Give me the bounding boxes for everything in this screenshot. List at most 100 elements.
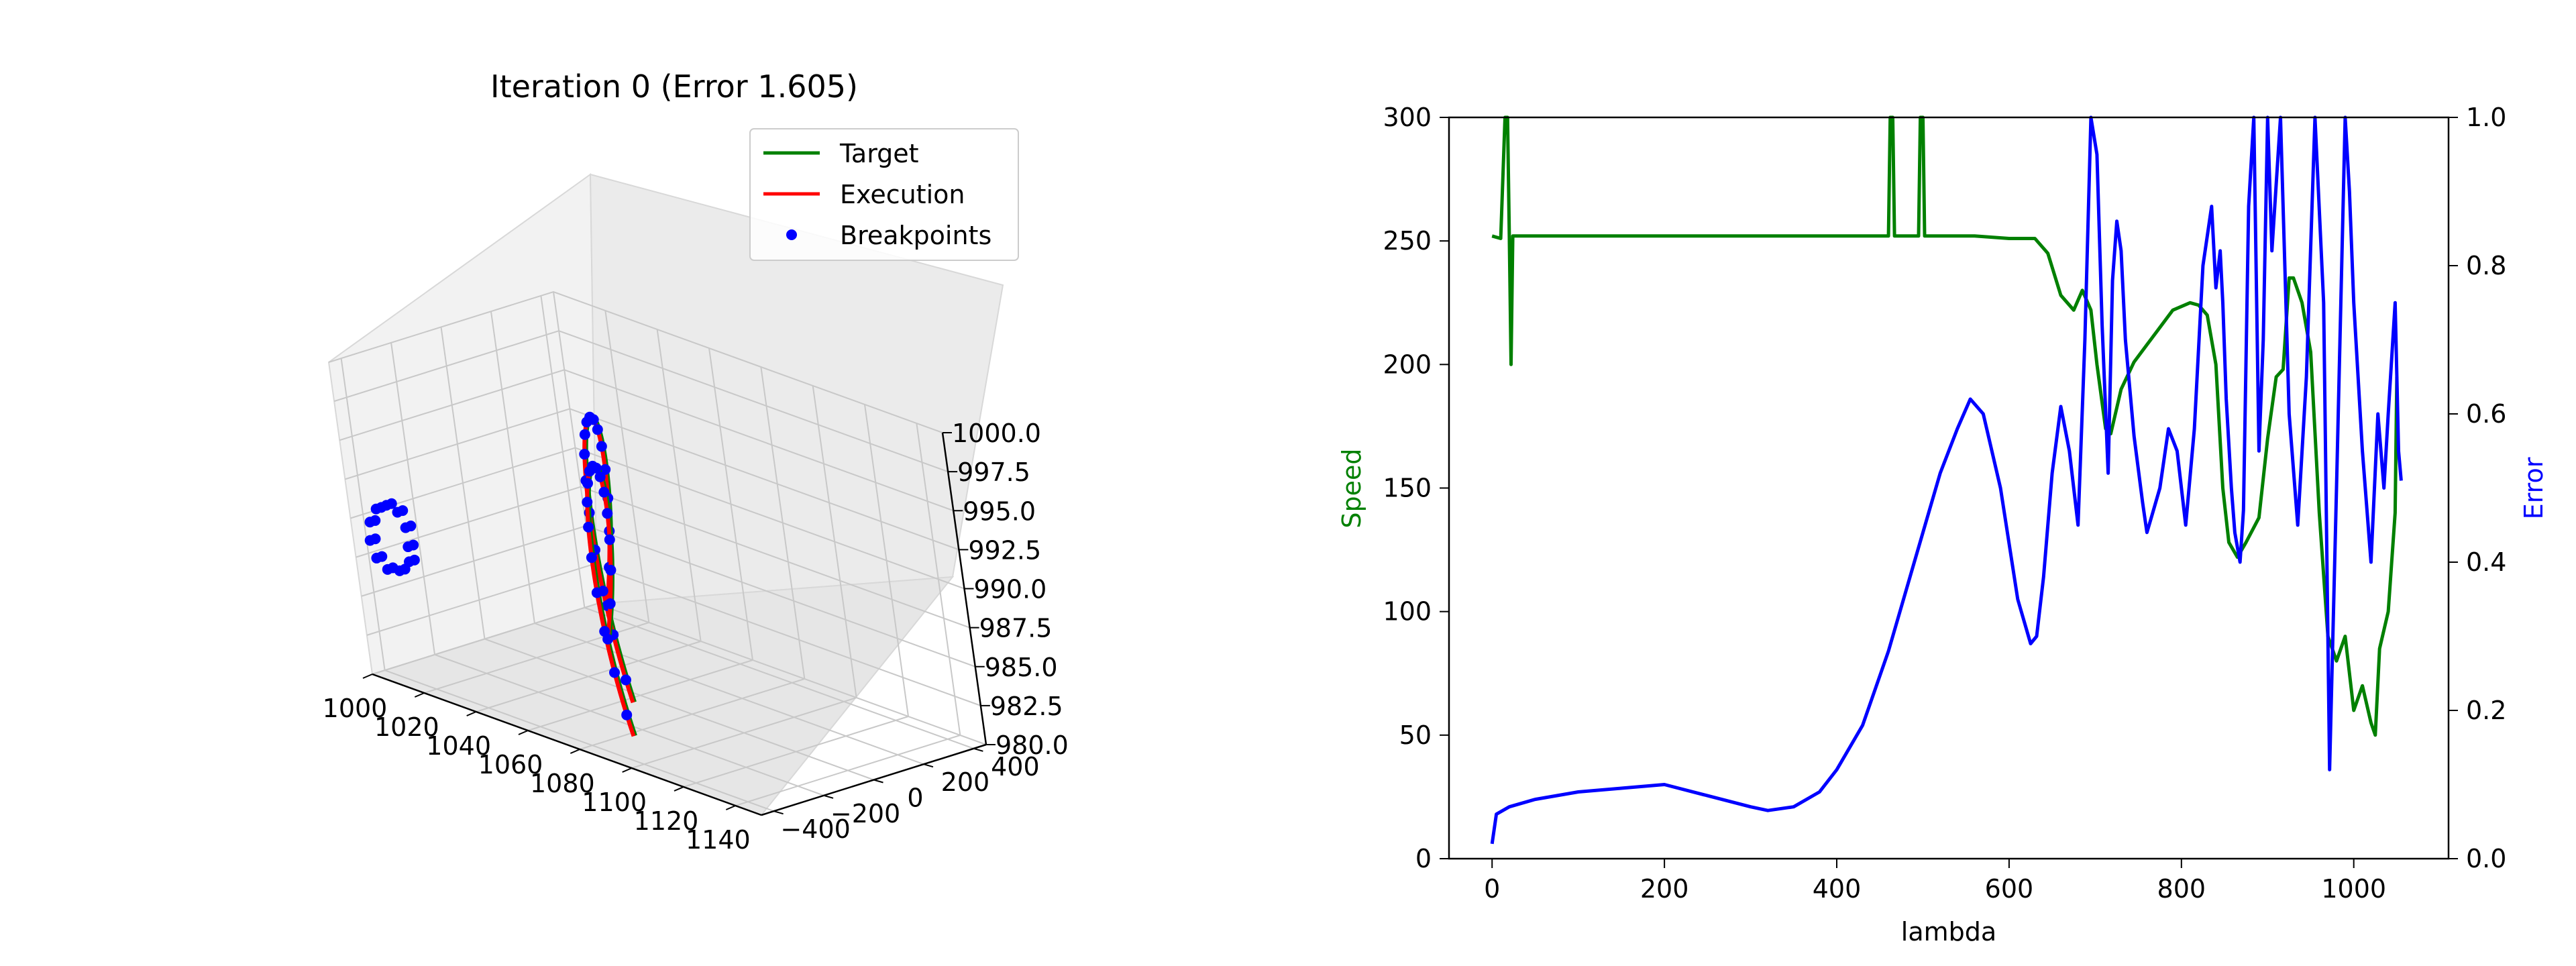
breakpoint-marker	[591, 587, 602, 598]
breakpoint-marker	[602, 508, 613, 519]
z-tick-label: 987.5	[979, 614, 1053, 643]
series-3d	[364, 411, 637, 737]
y-right-tick-label: 0.2	[2466, 696, 2506, 725]
x-tick-label: 0	[1484, 874, 1500, 904]
breakpoint-marker	[387, 562, 398, 574]
y-right-tick-label: 1.0	[2466, 103, 2506, 132]
y-tick-label: −400	[780, 814, 850, 844]
z-tick-label: 997.5	[957, 458, 1030, 487]
x-tick-label: 1100	[582, 788, 647, 817]
breakpoint-marker	[376, 551, 388, 562]
x-tick-label: 1060	[478, 750, 543, 780]
x-tick-label: 600	[1985, 874, 2034, 904]
z-tick-label: 990.0	[974, 575, 1047, 604]
x-tick-label: 1120	[634, 806, 699, 836]
ticks-2d: 0 200 400 600 800 1000 0 50 100 150 200 250 300 0.0 0.…	[1383, 103, 2506, 904]
breakpoint-marker	[594, 471, 606, 482]
grid-line-z	[350, 447, 965, 590]
breakpoint-marker	[604, 534, 615, 545]
breakpoint-marker	[370, 515, 381, 526]
y-tick	[823, 794, 834, 799]
x-tick-label: 1080	[530, 769, 595, 798]
plot-area-2d	[1490, 115, 2403, 845]
x-tick-label: 200	[1640, 874, 1689, 904]
breakpoint-marker	[399, 564, 411, 575]
breakpoint-marker	[604, 598, 616, 609]
speed-series-line	[1491, 115, 2399, 737]
x-tick	[570, 749, 580, 754]
x-axis-line	[372, 673, 762, 816]
breakpoint-marker	[405, 521, 417, 532]
grid-line-z	[356, 486, 970, 629]
z-tick-label: 980.0	[996, 731, 1069, 760]
y-right-tick-label: 0.8	[2466, 251, 2506, 280]
breakpoint-marker	[386, 498, 397, 509]
y-right-tick-label: 0.4	[2466, 547, 2506, 577]
breakpoint-marker	[408, 539, 419, 551]
y-right-tick-label: 0.0	[2466, 844, 2506, 873]
y-tick-label: 400	[991, 752, 1040, 782]
z-tick-label: 992.5	[968, 535, 1041, 565]
y-tick	[873, 779, 883, 784]
breakpoint-marker	[620, 674, 631, 686]
error-series-line	[1490, 115, 2403, 845]
legend-box	[749, 128, 1019, 261]
y-axis-left-label: Speed	[1337, 448, 1366, 528]
x-tick	[362, 674, 373, 679]
breakpoint-marker	[584, 466, 595, 477]
x-tick	[725, 805, 736, 810]
y-tick-label: 0	[907, 784, 923, 813]
legend-breakpoints-marker	[786, 229, 797, 240]
breakpoint-marker	[605, 564, 616, 576]
y-left-tick-label: 50	[1399, 720, 1432, 750]
legend-execution-label: Execution	[840, 180, 965, 209]
grid-line-z	[339, 369, 954, 512]
grid-line-z	[328, 290, 943, 433]
z-tick-label: 982.5	[990, 692, 1063, 721]
grid-line-z	[333, 330, 949, 473]
x-tick-label: 1000	[2321, 874, 2386, 904]
chart-3d: 100010201040106010801100112011404002000−…	[323, 68, 1069, 855]
breakpoint-marker	[376, 502, 387, 513]
x-tick	[466, 711, 477, 716]
x-tick	[622, 767, 633, 773]
legend-target-label: Target	[839, 139, 919, 168]
y-left-tick-label: 200	[1383, 350, 1432, 379]
y-tick	[973, 747, 983, 752]
y-tick	[773, 810, 784, 815]
x-tick-label: 800	[2157, 874, 2206, 904]
z-tick-label: 985.0	[985, 653, 1058, 682]
x-tick-label: 1020	[374, 712, 439, 742]
breakpoint-marker	[598, 486, 610, 498]
breakpoint-marker	[581, 417, 592, 428]
x-tick-label: 1140	[686, 825, 751, 855]
breakpoint-marker	[579, 449, 590, 460]
y-axis-right-label: Error	[2519, 457, 2548, 519]
grid-3d	[328, 290, 987, 812]
y-left-tick-label: 250	[1383, 226, 1432, 256]
breakpoint-marker	[370, 533, 381, 545]
breakpoint-marker	[579, 429, 590, 440]
z-tick-label: 995.0	[963, 496, 1036, 526]
legend-3d: Target Execution Breakpoints	[749, 128, 1019, 261]
breakpoint-marker	[621, 709, 633, 720]
y-tick	[923, 763, 934, 768]
grid-line-z	[345, 408, 959, 551]
axes-3d: 100010201040106010801100112011404002000−…	[323, 419, 1069, 855]
legend-breakpoints-label: Breakpoints	[840, 221, 991, 250]
x-tick	[518, 730, 529, 735]
x-axis-label: lambda	[1901, 917, 1996, 947]
breakpoint-marker	[409, 554, 420, 566]
breakpoint-marker	[596, 441, 607, 452]
y-left-tick-label: 300	[1383, 103, 1432, 132]
x-tick	[674, 786, 684, 792]
y-tick-label: 200	[941, 767, 990, 797]
breakpoint-marker	[592, 424, 603, 435]
y-left-tick-label: 100	[1383, 597, 1432, 627]
breakpoint-marker	[582, 496, 593, 508]
x-tick	[414, 692, 425, 698]
breakpoint-marker	[599, 626, 610, 637]
chart-2d: 0 200 400 600 800 1000 0 50 100 150 200 250 300 0.0 0.…	[1337, 103, 2548, 947]
x-tick-label: 1000	[323, 694, 388, 723]
